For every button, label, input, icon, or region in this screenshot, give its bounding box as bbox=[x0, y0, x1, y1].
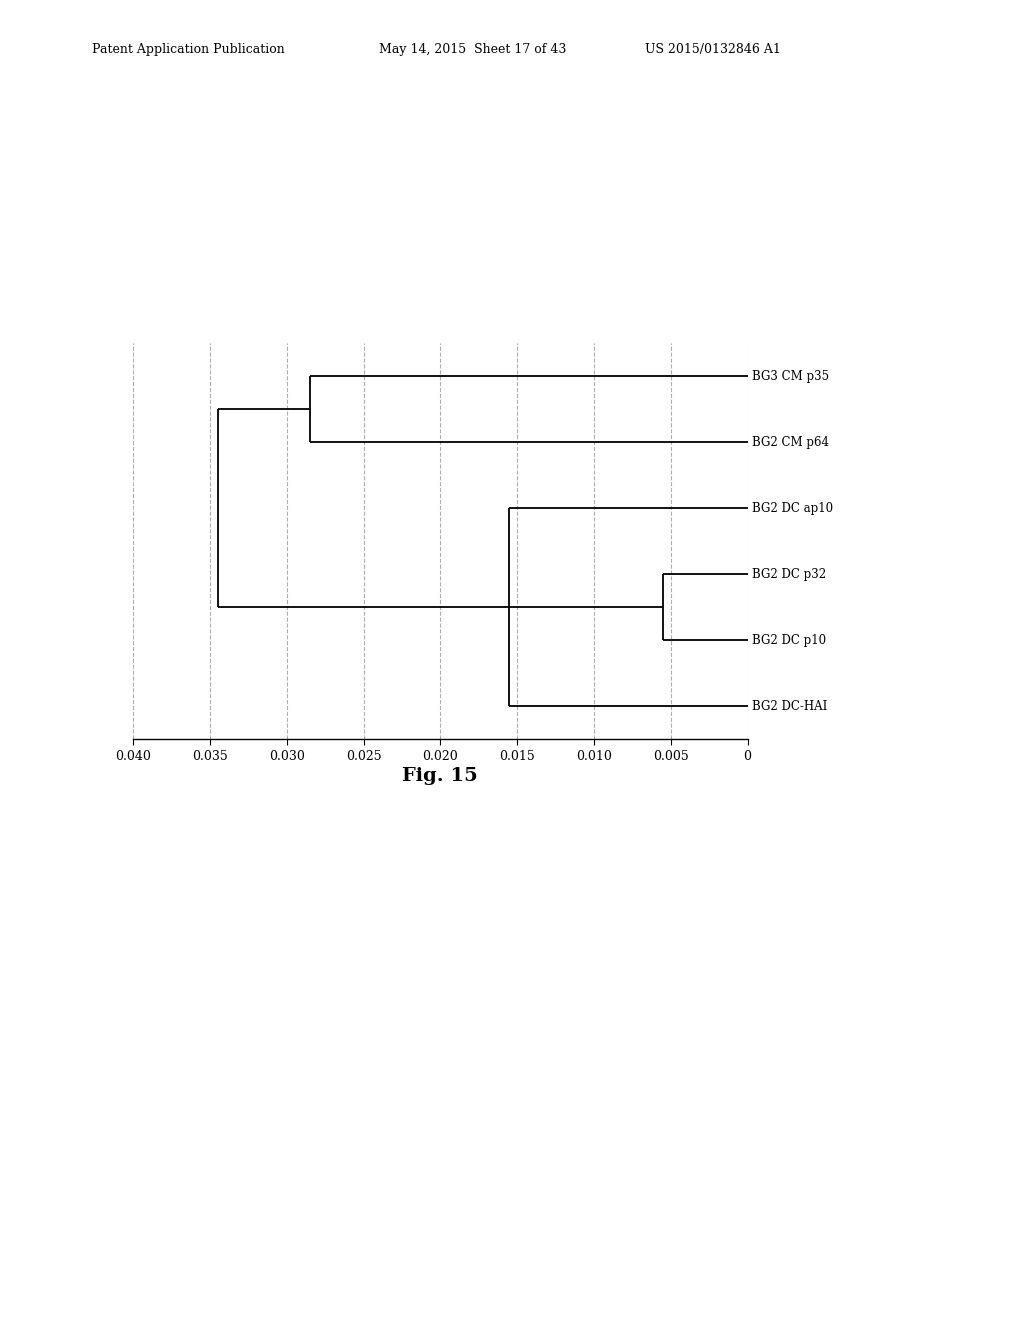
Text: US 2015/0132846 A1: US 2015/0132846 A1 bbox=[645, 42, 781, 55]
Text: BG2 DC ap10: BG2 DC ap10 bbox=[752, 502, 834, 515]
Text: BG2 DC-HAI: BG2 DC-HAI bbox=[752, 700, 827, 713]
Text: Patent Application Publication: Patent Application Publication bbox=[92, 42, 285, 55]
Text: BG3 CM p35: BG3 CM p35 bbox=[752, 370, 829, 383]
Text: BG2 DC p10: BG2 DC p10 bbox=[752, 634, 826, 647]
Text: May 14, 2015  Sheet 17 of 43: May 14, 2015 Sheet 17 of 43 bbox=[379, 42, 566, 55]
Text: Fig. 15: Fig. 15 bbox=[402, 767, 478, 785]
Text: BG2 DC p32: BG2 DC p32 bbox=[752, 568, 826, 581]
Text: BG2 CM p64: BG2 CM p64 bbox=[752, 436, 829, 449]
